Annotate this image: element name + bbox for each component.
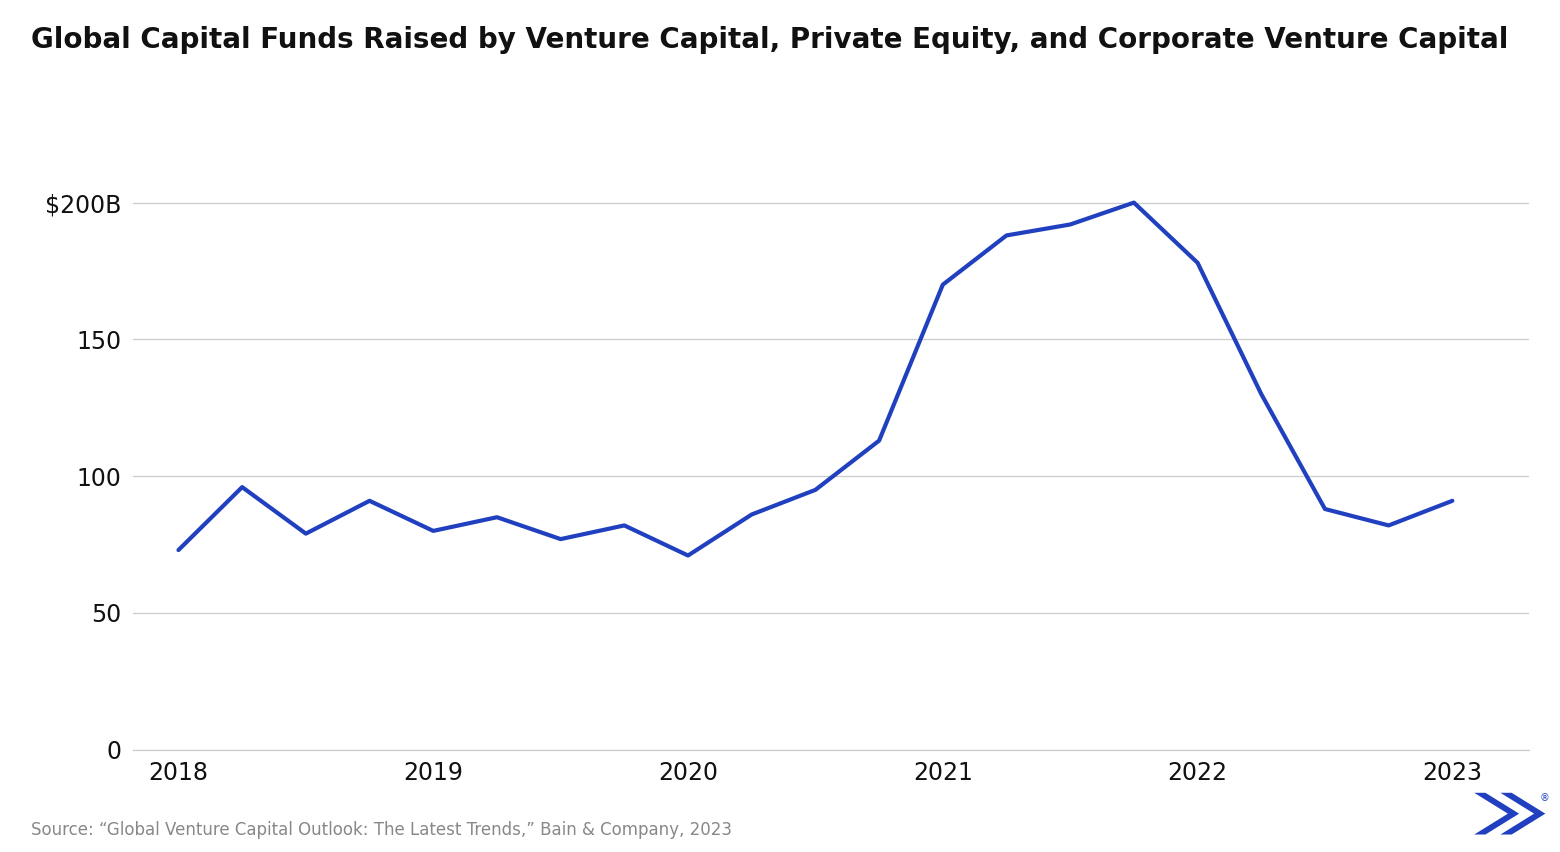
Text: Global Capital Funds Raised by Venture Capital, Private Equity, and Corporate Ve: Global Capital Funds Raised by Venture C…	[31, 26, 1509, 54]
Polygon shape	[1474, 792, 1519, 835]
Text: Source: “Global Venture Capital Outlook: The Latest Trends,” Bain & Company, 202: Source: “Global Venture Capital Outlook:…	[31, 821, 732, 839]
Polygon shape	[1501, 792, 1546, 835]
Text: ®: ®	[1540, 792, 1549, 803]
